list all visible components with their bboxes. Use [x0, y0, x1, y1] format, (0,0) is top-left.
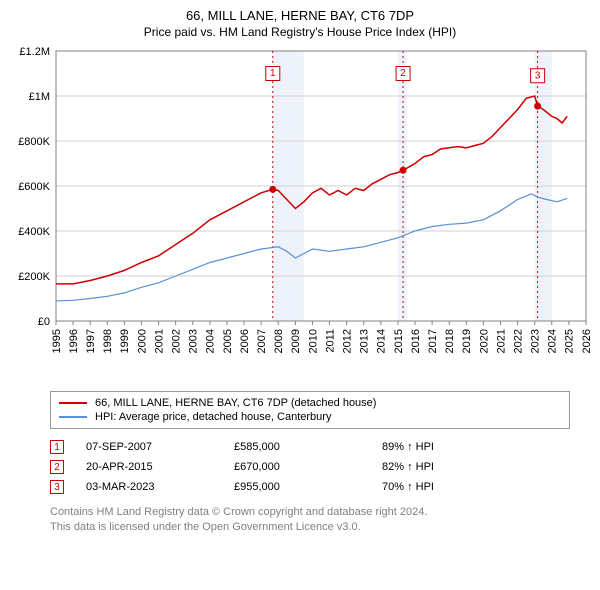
x-tick-label: 2007 — [256, 329, 268, 353]
transaction-table: 1 07-SEP-2007 £585,000 89% ↑ HPI 2 20-APR-201… — [50, 437, 570, 497]
x-tick-label: 2025 — [564, 329, 576, 353]
footer-attribution: Contains HM Land Registry data © Crown c… — [50, 505, 590, 535]
chart-svg: £0 £200K £400K £600K £800K £1M £1.2M 1995 1996 19… — [10, 45, 590, 385]
transaction-point — [534, 103, 541, 110]
legend-item: 66, MILL LANE, HERNE BAY, CT6 7DP (detac… — [59, 396, 561, 410]
legend-swatch — [59, 416, 87, 418]
transaction-price: £955,000 — [234, 481, 374, 493]
x-tick-label: 2002 — [171, 329, 183, 353]
x-tick-label: 2012 — [341, 329, 353, 353]
transaction-marker: 3 — [50, 480, 64, 494]
y-tick-label: £600K — [18, 181, 50, 193]
line-chart: £0 £200K £400K £600K £800K £1M £1.2M 1995 1996 19… — [10, 45, 590, 385]
x-tick-label: 1996 — [68, 329, 80, 353]
x-tick-label: 1995 — [51, 329, 63, 353]
transaction-marker: 1 — [50, 440, 64, 454]
y-tick-label: £800K — [18, 136, 50, 148]
chart-subtitle: Price paid vs. HM Land Registry's House … — [10, 25, 590, 39]
x-tick-label: 2024 — [547, 329, 559, 353]
x-tick-label: 2022 — [512, 329, 524, 353]
x-tick-label: 2013 — [359, 329, 371, 353]
x-tick-label: 2016 — [410, 329, 422, 353]
x-tick-label: 2020 — [478, 329, 490, 353]
chart-title: 66, MILL LANE, HERNE BAY, CT6 7DP — [10, 8, 590, 23]
transaction-price: £585,000 — [234, 441, 374, 453]
x-tick-label: 2026 — [581, 329, 590, 353]
transaction-date: 03-MAR-2023 — [86, 481, 226, 493]
legend: 66, MILL LANE, HERNE BAY, CT6 7DP (detac… — [50, 391, 570, 429]
transaction-hpi: 70% ↑ HPI — [382, 481, 502, 493]
transaction-date: 20-APR-2015 — [86, 461, 226, 473]
y-tick-label: £400K — [18, 226, 50, 238]
transaction-point — [400, 167, 407, 174]
chart-container: 66, MILL LANE, HERNE BAY, CT6 7DP Price … — [0, 0, 600, 541]
x-tick-label: 2014 — [376, 329, 388, 353]
legend-label: HPI: Average price, detached house, Cant… — [95, 411, 331, 423]
x-tick-label: 2010 — [307, 329, 319, 353]
footer-line-2: This data is licensed under the Open Gov… — [50, 520, 590, 535]
x-tick-label: 2019 — [461, 329, 473, 353]
x-tick-label: 2006 — [239, 329, 251, 353]
x-tick-label: 2017 — [427, 329, 439, 353]
y-tick-label: £0 — [38, 316, 50, 328]
y-tick-label: £200K — [18, 271, 50, 283]
legend-swatch — [59, 402, 87, 404]
transaction-hpi: 89% ↑ HPI — [382, 441, 502, 453]
x-tick-label: 2009 — [290, 329, 302, 353]
marker-number: 1 — [270, 68, 276, 79]
footer-line-1: Contains HM Land Registry data © Crown c… — [50, 505, 590, 520]
transaction-date: 07-SEP-2007 — [86, 441, 226, 453]
x-tick-label: 2000 — [136, 329, 148, 353]
transaction-price: £670,000 — [234, 461, 374, 473]
legend-item: HPI: Average price, detached house, Cant… — [59, 410, 561, 424]
x-tick-label: 1999 — [119, 329, 131, 353]
transaction-row: 2 20-APR-2015 £670,000 82% ↑ HPI — [50, 457, 570, 477]
x-tick-label: 2005 — [222, 329, 234, 353]
marker-number: 2 — [400, 68, 406, 79]
transaction-row: 1 07-SEP-2007 £585,000 89% ↑ HPI — [50, 437, 570, 457]
transaction-marker: 2 — [50, 460, 64, 474]
x-tick-label: 2003 — [188, 329, 200, 353]
x-tick-label: 2015 — [393, 329, 405, 353]
transaction-point — [269, 186, 276, 193]
transaction-row: 3 03-MAR-2023 £955,000 70% ↑ HPI — [50, 477, 570, 497]
transaction-hpi: 82% ↑ HPI — [382, 461, 502, 473]
x-tick-label: 2018 — [444, 329, 456, 353]
legend-label: 66, MILL LANE, HERNE BAY, CT6 7DP (detac… — [95, 397, 376, 409]
x-tick-label: 2021 — [495, 329, 507, 353]
marker-number: 3 — [535, 70, 541, 81]
x-tick-label: 1998 — [102, 329, 114, 353]
x-tick-label: 2008 — [273, 329, 285, 353]
y-tick-label: £1.2M — [19, 46, 50, 58]
x-tick-label: 1997 — [85, 329, 97, 353]
x-tick-label: 2023 — [530, 329, 542, 353]
x-tick-label: 2004 — [205, 329, 217, 353]
y-tick-label: £1M — [29, 91, 50, 103]
x-tick-label: 2011 — [324, 329, 336, 353]
x-tick-label: 2001 — [153, 329, 165, 353]
